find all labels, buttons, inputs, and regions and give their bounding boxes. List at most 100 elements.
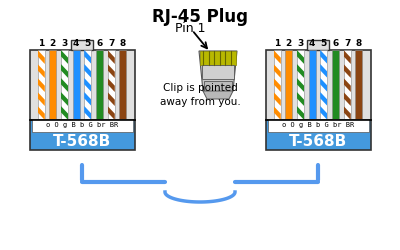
Polygon shape <box>274 92 281 106</box>
Polygon shape <box>320 148 328 162</box>
Polygon shape <box>344 120 351 134</box>
Text: 3: 3 <box>61 39 68 48</box>
Bar <box>38 50 45 120</box>
Polygon shape <box>297 78 304 92</box>
Polygon shape <box>84 134 92 148</box>
Polygon shape <box>108 134 115 148</box>
Polygon shape <box>84 176 92 190</box>
Polygon shape <box>274 148 281 162</box>
Polygon shape <box>344 36 351 50</box>
Polygon shape <box>61 148 68 162</box>
Bar <box>200 51 236 65</box>
Polygon shape <box>108 176 115 190</box>
Polygon shape <box>320 176 328 190</box>
Text: RJ-45 Plug: RJ-45 Plug <box>152 8 248 26</box>
Polygon shape <box>84 92 92 106</box>
Bar <box>204 81 232 91</box>
Polygon shape <box>274 134 281 148</box>
Text: 1: 1 <box>274 39 280 48</box>
Bar <box>297 50 304 120</box>
Polygon shape <box>297 162 304 176</box>
Text: 2: 2 <box>50 39 56 48</box>
Polygon shape <box>274 78 281 92</box>
Polygon shape <box>344 50 351 64</box>
Polygon shape <box>38 36 45 50</box>
Bar <box>30 120 134 150</box>
Bar <box>96 50 103 120</box>
Bar <box>84 50 92 120</box>
Polygon shape <box>297 64 304 78</box>
Polygon shape <box>203 91 233 99</box>
Text: 2: 2 <box>286 39 292 48</box>
Bar <box>274 50 281 120</box>
Polygon shape <box>297 176 304 190</box>
Polygon shape <box>38 78 45 92</box>
Polygon shape <box>297 92 304 106</box>
Polygon shape <box>108 106 115 120</box>
Polygon shape <box>344 64 351 78</box>
Polygon shape <box>274 106 281 120</box>
Bar <box>61 50 68 120</box>
Text: 8: 8 <box>356 39 362 48</box>
Polygon shape <box>61 78 68 92</box>
Bar <box>355 50 362 120</box>
Text: 6: 6 <box>96 39 103 48</box>
Polygon shape <box>320 106 328 120</box>
Text: 7: 7 <box>108 39 114 48</box>
Bar <box>32 119 132 132</box>
Text: 6: 6 <box>332 39 339 48</box>
Polygon shape <box>61 106 68 120</box>
Polygon shape <box>274 162 281 176</box>
Text: o O g B b G br BR: o O g B b G br BR <box>282 122 354 128</box>
Polygon shape <box>274 50 281 64</box>
Polygon shape <box>84 148 92 162</box>
Bar <box>266 50 370 120</box>
Text: 5: 5 <box>85 39 91 48</box>
Polygon shape <box>344 162 351 176</box>
Bar <box>119 50 126 120</box>
Polygon shape <box>297 148 304 162</box>
Text: 4: 4 <box>73 39 79 48</box>
Polygon shape <box>274 64 281 78</box>
Polygon shape <box>84 64 92 78</box>
Polygon shape <box>84 50 92 64</box>
Polygon shape <box>297 106 304 120</box>
Polygon shape <box>108 120 115 134</box>
Polygon shape <box>38 92 45 106</box>
Polygon shape <box>320 50 328 64</box>
Polygon shape <box>320 36 328 50</box>
Polygon shape <box>61 92 68 106</box>
Bar <box>268 119 368 132</box>
Polygon shape <box>108 78 115 92</box>
Polygon shape <box>199 51 237 91</box>
Bar <box>320 50 328 120</box>
Bar <box>285 50 292 120</box>
Text: 3: 3 <box>297 39 304 48</box>
Polygon shape <box>61 64 68 78</box>
Polygon shape <box>274 36 281 50</box>
Polygon shape <box>38 134 45 148</box>
Polygon shape <box>320 162 328 176</box>
Polygon shape <box>84 106 92 120</box>
Polygon shape <box>38 50 45 64</box>
Polygon shape <box>61 36 68 50</box>
Bar <box>308 50 316 120</box>
Polygon shape <box>320 92 328 106</box>
Text: Pin 1: Pin 1 <box>175 22 206 35</box>
Polygon shape <box>108 50 115 64</box>
Polygon shape <box>38 176 45 190</box>
Bar <box>202 65 234 79</box>
Polygon shape <box>297 36 304 50</box>
Text: o O g B b G br BR: o O g B b G br BR <box>46 122 118 128</box>
Bar <box>49 50 56 120</box>
Polygon shape <box>320 78 328 92</box>
Polygon shape <box>344 176 351 190</box>
Text: Clip is pointed
away from you.: Clip is pointed away from you. <box>160 83 240 107</box>
Bar <box>344 50 351 120</box>
Bar <box>108 50 115 120</box>
Polygon shape <box>108 92 115 106</box>
Polygon shape <box>297 50 304 64</box>
Polygon shape <box>108 162 115 176</box>
Polygon shape <box>84 36 92 50</box>
Polygon shape <box>38 162 45 176</box>
